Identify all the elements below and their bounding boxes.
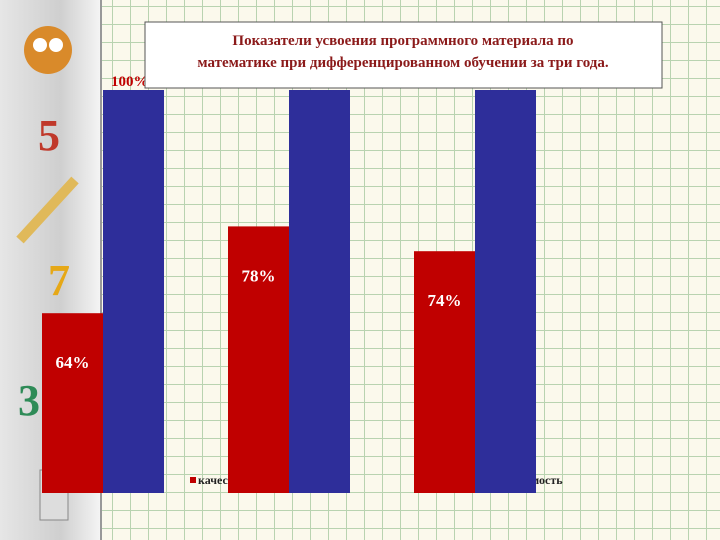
value-label: 100% [111,74,149,90]
bar [228,226,289,493]
digit-icon: 5 [38,111,60,160]
chart-title: математике при дифференцированном обучен… [197,55,609,71]
bar [475,90,536,493]
bar [42,313,103,493]
chart-title: Показатели усвоения программного материа… [232,33,573,49]
owl-icon [24,26,72,74]
digit-icon: 3 [18,376,40,425]
value-label: 74% [428,291,462,310]
value-label: 78% [242,266,276,285]
legend-swatch [190,477,196,483]
title-box [144,21,663,89]
bar [414,251,475,493]
bar [103,90,164,493]
ruler-icon [16,176,79,244]
value-label: 64% [56,353,90,372]
digit-icon: 7 [48,256,70,305]
bar [289,90,350,493]
